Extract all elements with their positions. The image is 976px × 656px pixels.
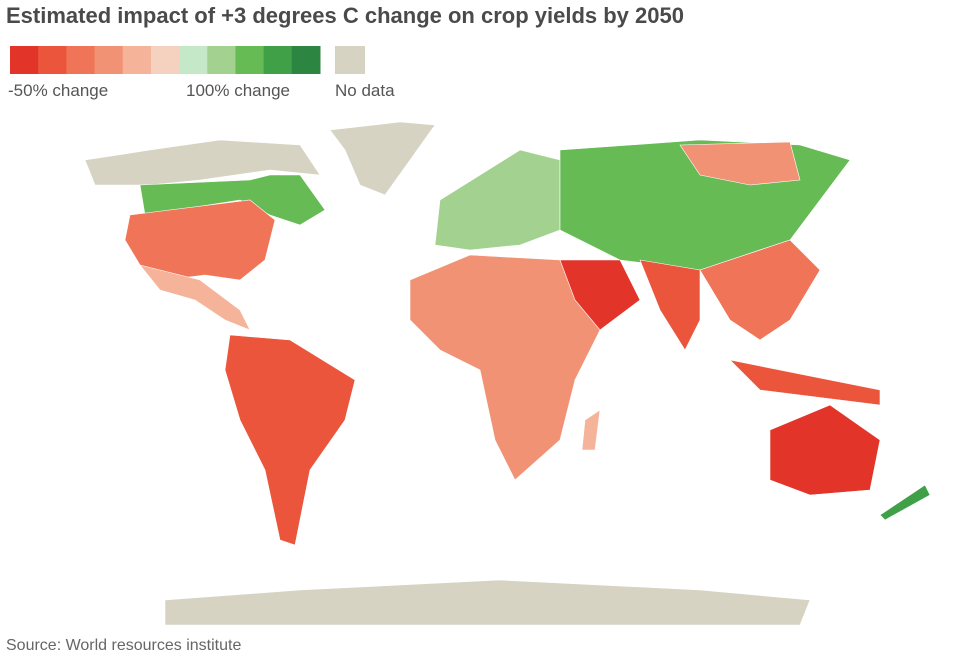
india	[639, 259, 701, 351]
legend-swatch	[122, 46, 152, 74]
world-map	[84, 121, 931, 626]
legend	[10, 46, 365, 74]
legend-no-data-label: No data	[335, 81, 395, 100]
australia	[769, 404, 881, 496]
legend-swatch	[263, 46, 293, 74]
greenland	[329, 121, 436, 196]
legend-low-label: -50% change	[8, 81, 108, 100]
south-america	[224, 334, 356, 546]
central-america	[139, 264, 251, 331]
legend-swatch	[66, 46, 96, 74]
united-states	[124, 199, 276, 281]
source: Source: World resources institute	[6, 637, 241, 654]
legend-swatch	[150, 46, 180, 74]
legend-swatch	[179, 46, 208, 74]
europe	[434, 149, 561, 251]
middle-east	[559, 259, 641, 331]
indonesia	[729, 359, 881, 406]
legend-swatch	[235, 46, 265, 74]
new-zealand	[879, 484, 931, 521]
legend-swatch	[38, 46, 67, 74]
southeast-asia	[699, 239, 821, 341]
legend-no-data-swatch	[335, 46, 365, 74]
canada-north	[84, 139, 321, 186]
legend-swatch	[10, 46, 39, 74]
africa	[409, 254, 601, 481]
legend-swatch	[94, 46, 124, 74]
antarctica	[164, 579, 811, 626]
east-russia	[679, 141, 801, 186]
madagascar	[581, 409, 601, 451]
legend-swatch	[207, 46, 236, 74]
legend-high-label: 100% change	[186, 81, 290, 100]
legend-swatch	[291, 46, 321, 74]
title: Estimated impact of +3 degrees C change …	[6, 3, 684, 28]
